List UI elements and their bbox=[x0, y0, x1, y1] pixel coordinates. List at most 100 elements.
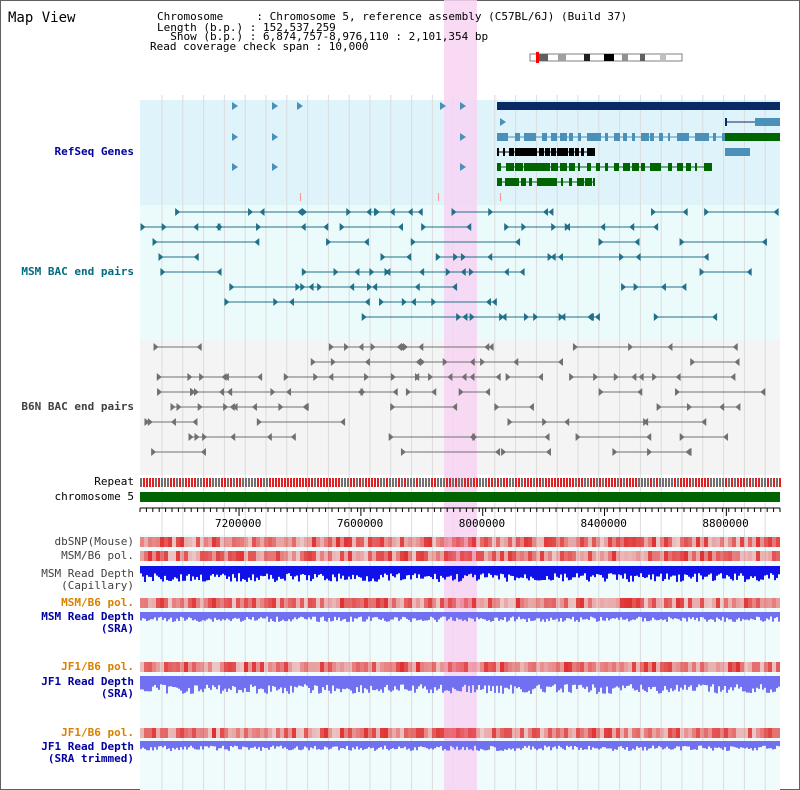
depth-bar bbox=[290, 612, 292, 622]
bac-end bbox=[170, 403, 176, 411]
depth-bar bbox=[254, 612, 256, 621]
track-label-jf1-b6-pol-2[interactable]: JF1/B6 pol. bbox=[61, 726, 134, 739]
depth-bar bbox=[508, 612, 510, 621]
depth-bar bbox=[376, 612, 378, 618]
track-label-msm-b6-pol-1[interactable]: MSM/B6 pol. bbox=[61, 549, 134, 562]
depth-bar bbox=[356, 741, 358, 747]
pol-cell bbox=[472, 662, 476, 672]
pol-cell bbox=[168, 662, 172, 672]
depth-bar bbox=[680, 676, 682, 688]
depth-bar bbox=[260, 741, 262, 751]
depth-bar bbox=[416, 566, 418, 579]
repeat-block bbox=[434, 478, 436, 487]
depth-bar bbox=[176, 676, 178, 688]
depth-bar bbox=[544, 741, 546, 746]
gene-exon bbox=[497, 178, 502, 186]
pol-cell bbox=[372, 551, 376, 561]
depth-bar bbox=[280, 566, 282, 579]
depth-bar bbox=[330, 612, 332, 622]
pol-cell bbox=[596, 551, 600, 561]
depth-bar bbox=[734, 741, 736, 748]
gene-exon bbox=[521, 178, 526, 186]
track-label-b6n-bac[interactable]: B6N BAC end pairs bbox=[21, 400, 134, 413]
depth-bar bbox=[420, 741, 422, 747]
pol-cell bbox=[716, 728, 720, 738]
depth-bar bbox=[456, 741, 458, 747]
gene-exon bbox=[497, 148, 499, 156]
track-label-repeat[interactable]: Repeat bbox=[94, 475, 134, 488]
repeat-block bbox=[686, 478, 688, 487]
repeat-block bbox=[644, 478, 646, 487]
pol-cell bbox=[620, 598, 624, 608]
bac-end bbox=[410, 238, 416, 246]
pol-cell bbox=[352, 662, 356, 672]
depth-bar bbox=[232, 612, 234, 619]
track-label-jf1-depth-sra[interactable]: JF1 Read Depth (SRA) bbox=[41, 675, 134, 700]
depth-bar bbox=[698, 566, 700, 574]
depth-bar bbox=[254, 566, 256, 582]
depth-bar bbox=[410, 676, 412, 691]
depth-bar bbox=[624, 676, 626, 689]
depth-bar bbox=[312, 676, 314, 691]
depth-bar bbox=[704, 612, 706, 620]
track-label-chromosome[interactable]: chromosome 5 bbox=[54, 490, 134, 503]
pol-cell bbox=[316, 662, 320, 672]
depth-bar bbox=[634, 566, 636, 577]
depth-bar bbox=[200, 566, 202, 575]
pol-cell bbox=[396, 551, 400, 561]
pol-cell bbox=[408, 537, 412, 547]
gene-arrow bbox=[500, 118, 506, 126]
depth-bar bbox=[300, 676, 302, 686]
pol-cell bbox=[472, 728, 476, 738]
track-label-msm-depth-capillary[interactable]: MSM Read Depth (Capillary) bbox=[41, 567, 134, 592]
depth-bar bbox=[736, 676, 738, 685]
depth-bar bbox=[286, 612, 288, 622]
pol-cell bbox=[392, 551, 396, 561]
pol-cell bbox=[364, 662, 368, 672]
pol-cell bbox=[644, 551, 648, 561]
repeat-block bbox=[674, 478, 676, 487]
ideogram-band bbox=[558, 54, 566, 61]
depth-bar bbox=[542, 676, 544, 692]
repeat-block bbox=[662, 478, 664, 487]
depth-bar bbox=[208, 566, 210, 581]
bac-end bbox=[637, 388, 643, 396]
pol-cell bbox=[144, 728, 148, 738]
depth-bar bbox=[290, 676, 292, 686]
pol-cell bbox=[632, 728, 636, 738]
pol-cell bbox=[676, 662, 680, 672]
depth-bar bbox=[732, 612, 734, 622]
pol-cell bbox=[736, 537, 740, 547]
track-label-msm-bac[interactable]: MSM BAC end pairs bbox=[21, 265, 134, 278]
depth-bar bbox=[242, 676, 244, 693]
depth-bar bbox=[714, 612, 716, 622]
pol-cell bbox=[500, 537, 504, 547]
depth-bar bbox=[210, 676, 212, 690]
track-label-jf1-depth-trimmed[interactable]: JF1 Read Depth (SRA trimmed) bbox=[41, 740, 134, 765]
depth-bar bbox=[618, 612, 620, 620]
track-label-msm-b6-pol-2[interactable]: MSM/B6 pol. bbox=[61, 596, 134, 609]
depth-bar bbox=[474, 741, 476, 746]
pol-cell bbox=[748, 551, 752, 561]
bac-end bbox=[152, 238, 158, 246]
track-label-msm-depth-sra[interactable]: MSM Read Depth (SRA) bbox=[41, 610, 134, 635]
pol-cell bbox=[244, 662, 248, 672]
bac-end bbox=[485, 388, 491, 396]
depth-bar bbox=[180, 676, 182, 691]
depth-bar bbox=[152, 741, 154, 751]
pol-cell bbox=[476, 598, 480, 608]
bac-end bbox=[598, 388, 604, 396]
pol-cell bbox=[412, 537, 416, 547]
depth-bar bbox=[716, 676, 718, 694]
depth-bar bbox=[210, 741, 212, 746]
depth-bar bbox=[150, 566, 152, 577]
track-label-jf1-b6-pol-1[interactable]: JF1/B6 pol. bbox=[61, 660, 134, 673]
depth-bar bbox=[478, 741, 480, 751]
depth-bar bbox=[214, 676, 216, 688]
pol-cell bbox=[628, 728, 632, 738]
track-label-dbsnp[interactable]: dbSNP(Mouse) bbox=[54, 535, 134, 548]
repeat-block bbox=[185, 478, 187, 487]
track-label-refseq[interactable]: RefSeq Genes bbox=[54, 145, 134, 158]
pol-cell bbox=[232, 662, 236, 672]
